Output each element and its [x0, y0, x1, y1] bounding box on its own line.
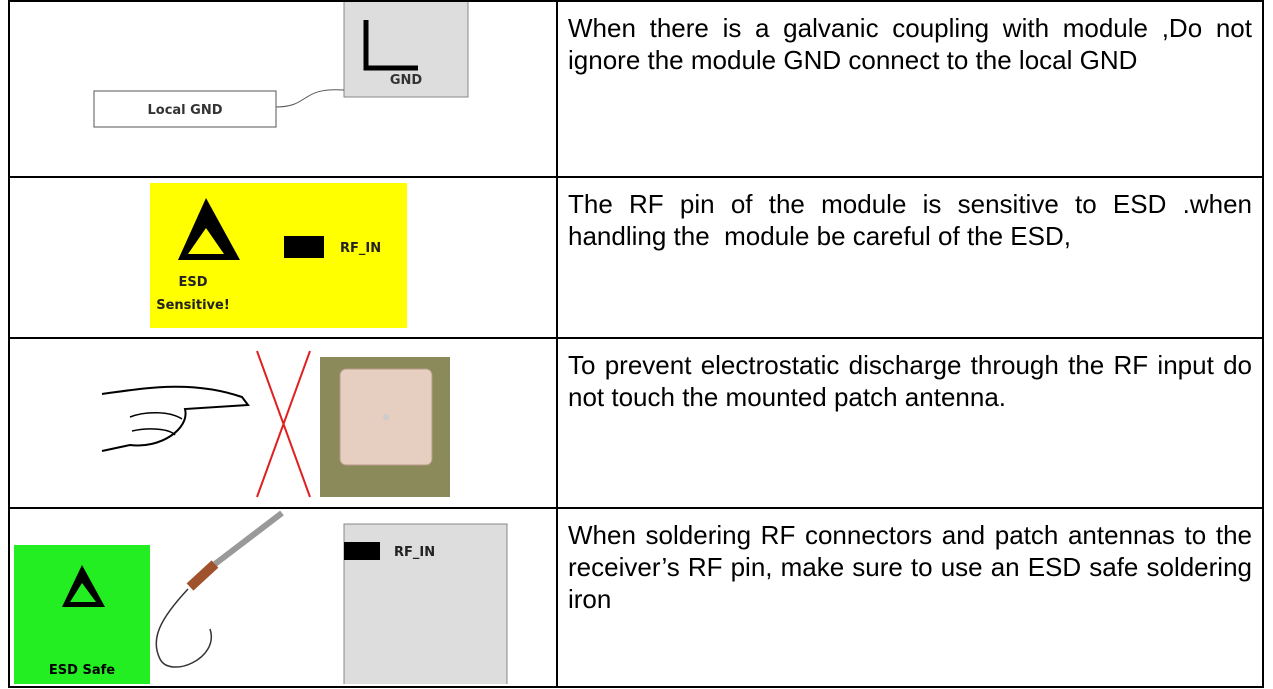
- touch-figure: [101, 350, 450, 498]
- label: GND: [390, 73, 423, 88]
- label: RF_IN: [340, 241, 381, 256]
- row: ESD Safe RF_IN When soldering RF connect…: [8, 507, 1264, 688]
- gnd-figure: GND Local GND: [93, 2, 469, 128]
- label: RF_IN: [394, 545, 435, 560]
- esd-safe-figure: ESD Safe RF_IN: [14, 510, 508, 684]
- figure-cell: RF_IN ESD Sensitive!: [8, 176, 558, 339]
- row: GND Local GND When there is a galvanic c…: [8, 0, 1264, 178]
- label: Local GND: [147, 103, 222, 118]
- figure-cell: GND Local GND: [8, 0, 558, 178]
- figure-cell: [8, 337, 558, 509]
- row: RF_IN ESD Sensitive! The RF pin of the m…: [8, 176, 1264, 339]
- row: To prevent electrostatic discharge throu…: [8, 337, 1264, 509]
- row-text: The RF pin of the module is sensitive to…: [556, 176, 1264, 339]
- label: Sensitive!: [156, 298, 230, 313]
- figure-cell: ESD Safe RF_IN: [8, 507, 558, 688]
- esd-sensitive-figure: RF_IN ESD Sensitive!: [150, 183, 407, 328]
- row-text: To prevent electrostatic discharge throu…: [556, 337, 1264, 509]
- esd-table: GND Local GND When there is a galvanic c…: [8, 0, 1264, 688]
- row-text: When there is a galvanic coupling with m…: [556, 0, 1264, 178]
- label: ESD Safe: [49, 663, 115, 678]
- row-text: When soldering RF connectors and patch a…: [556, 507, 1264, 688]
- label: ESD: [178, 275, 207, 290]
